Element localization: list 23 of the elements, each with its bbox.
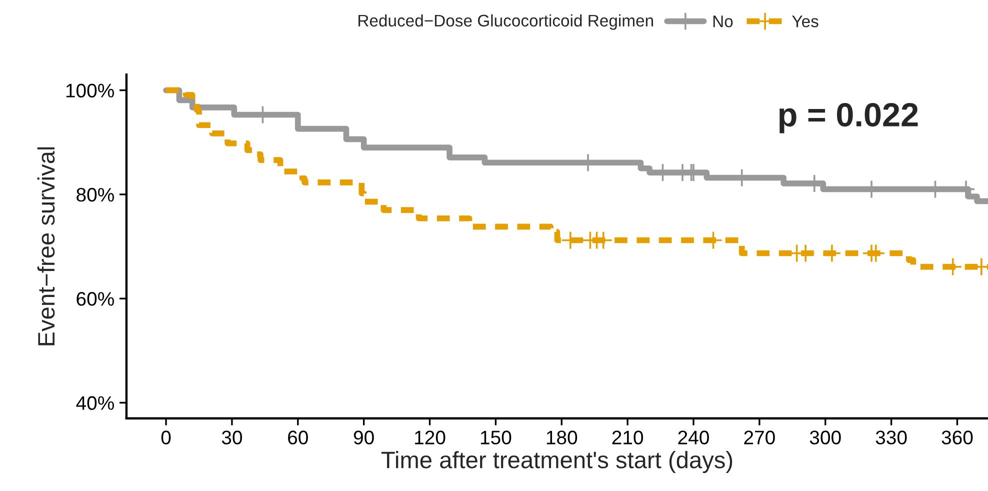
x-tick-label: 180 (546, 430, 578, 444)
legend-label: No (713, 16, 733, 28)
y-tick-label: 100% (66, 84, 114, 98)
legend-title: Reduced−Dose Glucocorticoid Regimen (358, 14, 653, 30)
x-tick-label: 0 (161, 430, 171, 444)
x-tick-label: 60 (288, 430, 308, 444)
x-tick-label: 90 (354, 430, 374, 444)
x-tick-label: 30 (222, 430, 242, 444)
x-axis-title: Time after treatment's start (days) (381, 451, 732, 474)
y-axis-title: Event−free survival (37, 147, 55, 346)
x-tick-label: 210 (612, 430, 644, 444)
x-tick-label: 360 (942, 430, 973, 444)
x-tick-label: 270 (744, 430, 775, 444)
x-tick-label: 300 (810, 430, 841, 444)
x-tick-label: 240 (678, 430, 709, 444)
y-tick-label: 60% (76, 292, 114, 306)
legend-label: Yes (792, 16, 818, 28)
y-tick-label: 80% (76, 188, 114, 202)
x-tick-label: 120 (415, 430, 446, 444)
y-tick-label: 40% (76, 396, 114, 410)
x-tick-label: 150 (480, 430, 512, 444)
annotation: p = 0.022 (780, 103, 918, 134)
x-tick-label: 330 (876, 430, 907, 444)
